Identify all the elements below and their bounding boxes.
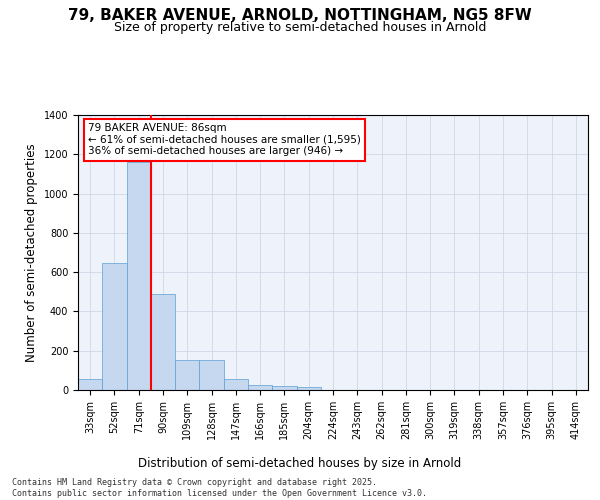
Y-axis label: Number of semi-detached properties: Number of semi-detached properties [25, 143, 38, 362]
Bar [199, 360, 224, 390]
Text: 79 BAKER AVENUE: 86sqm
← 61% of semi-detached houses are smaller (1,595)
36% of : 79 BAKER AVENUE: 86sqm ← 61% of semi-det… [88, 123, 361, 156]
Text: Distribution of semi-detached houses by size in Arnold: Distribution of semi-detached houses by … [139, 458, 461, 470]
Bar [272, 386, 296, 390]
Bar [224, 378, 248, 390]
Text: 79, BAKER AVENUE, ARNOLD, NOTTINGHAM, NG5 8FW: 79, BAKER AVENUE, ARNOLD, NOTTINGHAM, NG… [68, 8, 532, 22]
Text: Size of property relative to semi-detached houses in Arnold: Size of property relative to semi-detach… [114, 21, 486, 34]
Bar [151, 294, 175, 390]
Bar [296, 387, 321, 390]
Text: Contains HM Land Registry data © Crown copyright and database right 2025.
Contai: Contains HM Land Registry data © Crown c… [12, 478, 427, 498]
Bar [102, 264, 127, 390]
Bar [78, 379, 102, 390]
Bar [127, 162, 151, 390]
Bar [175, 360, 199, 390]
Bar [248, 384, 272, 390]
